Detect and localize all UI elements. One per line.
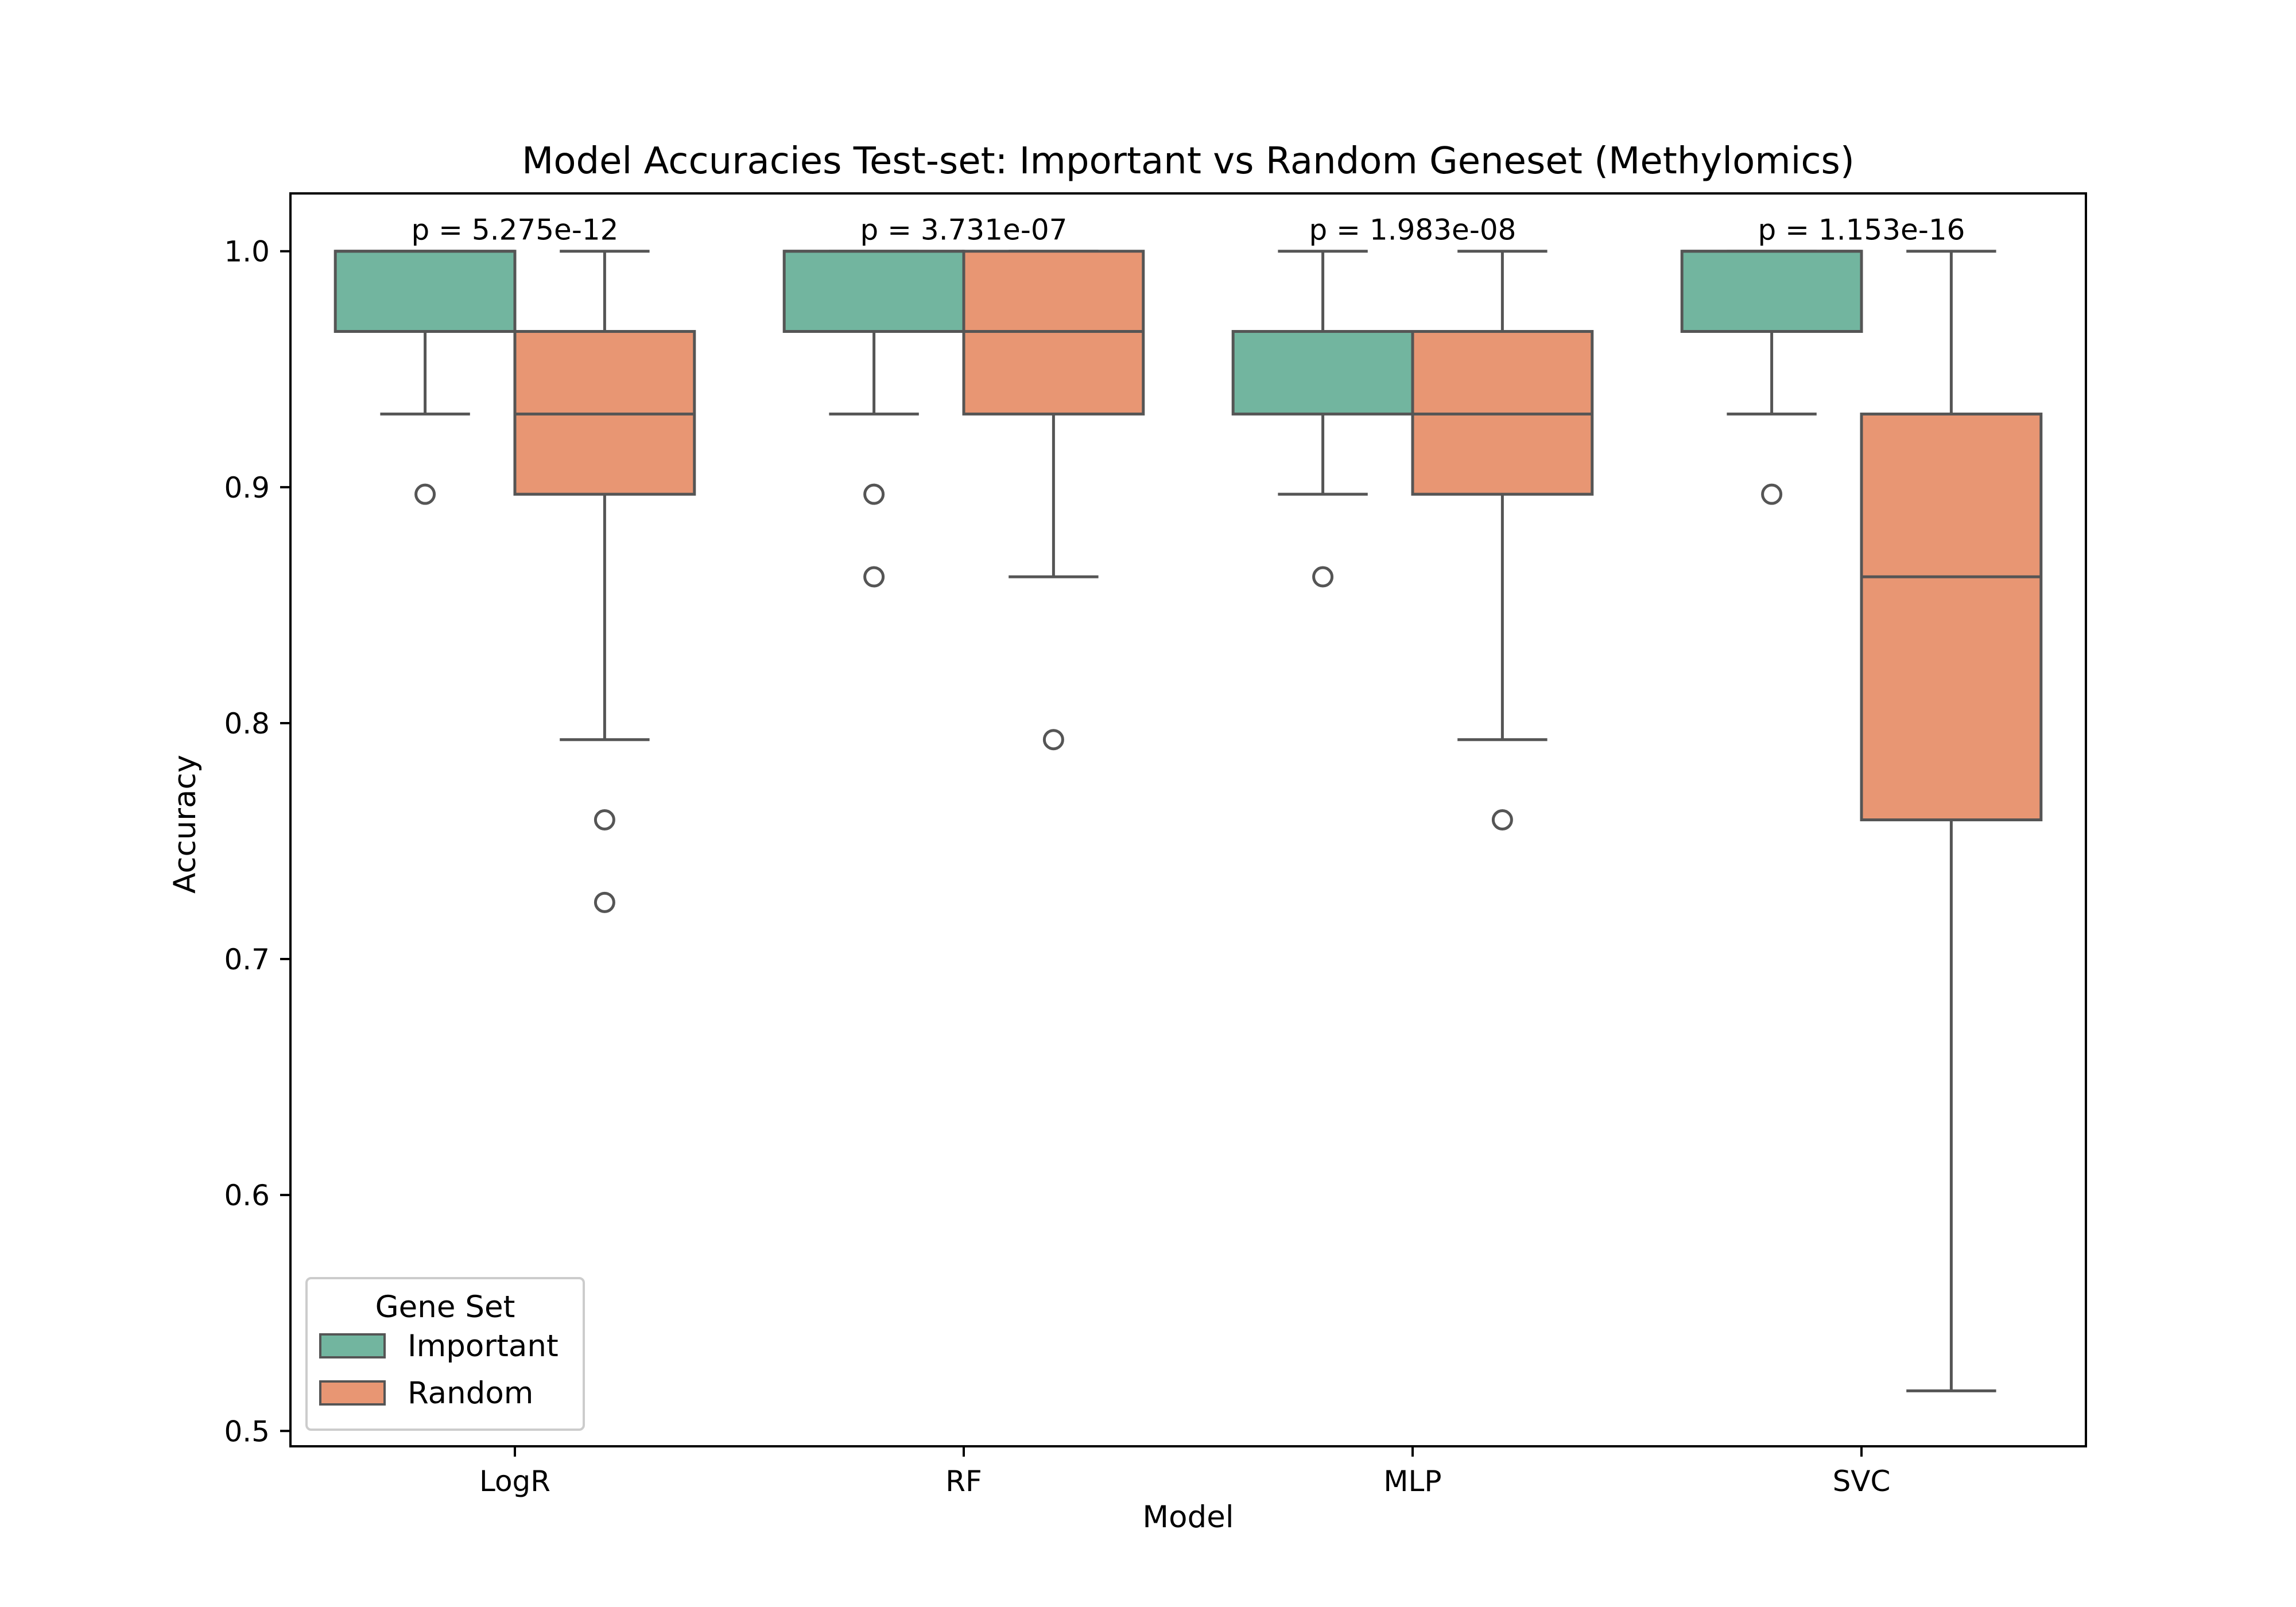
legend: Gene Set Important Random — [305, 1277, 585, 1431]
plot-frame — [289, 192, 2087, 1447]
plot-area: p = 5.275e-12 p = 3.731e-07 p = 1.983e-08 p… — [224, 192, 2087, 1498]
legend-swatch-random — [319, 1380, 386, 1406]
y-tick-label: 1.0 — [224, 235, 270, 269]
y-axis-label: Accuracy — [168, 755, 203, 894]
box-important-mlp — [1231, 330, 1414, 416]
p-value-annotation: p = 1.153e-16 — [1758, 214, 1965, 247]
outlier-important-svc-0 — [1761, 483, 1783, 505]
legend-swatch-important — [319, 1333, 386, 1358]
p-value-annotation: p = 1.983e-08 — [1309, 214, 1517, 247]
x-tick-label: LogR — [479, 1465, 550, 1498]
y-tick-label: 0.6 — [224, 1179, 270, 1212]
y-tick-label: 0.5 — [224, 1415, 270, 1448]
legend-label-important: Important — [408, 1329, 559, 1364]
y-tick-label: 0.7 — [224, 943, 270, 976]
y-tick-label: 0.8 — [224, 707, 270, 740]
box-important-logr — [333, 250, 517, 333]
legend-title: Gene Set — [375, 1290, 515, 1325]
chart-title: Model Accuracies Test-set: Important vs … — [522, 140, 1855, 183]
outlier-important-mlp-0 — [1312, 566, 1334, 588]
outlier-important-rf-1 — [863, 566, 885, 588]
outlier-random-mlp-0 — [1491, 809, 1513, 830]
box-important-svc — [1680, 250, 1863, 333]
outlier-important-rf-0 — [863, 483, 885, 505]
x-tick-label: RF — [945, 1465, 982, 1498]
box-important-rf — [782, 250, 965, 333]
outlier-random-logr-0 — [594, 809, 615, 830]
outlier-important-logr-0 — [414, 483, 436, 505]
outlier-random-rf-0 — [1042, 729, 1064, 751]
legend-label-random: Random — [408, 1376, 533, 1411]
outlier-random-logr-1 — [594, 891, 615, 913]
x-axis-label: Model — [1142, 1500, 1234, 1535]
box-random-svc — [1860, 412, 2043, 821]
x-tick-label: MLP — [1383, 1465, 1441, 1498]
p-value-annotation: p = 3.731e-07 — [860, 214, 1068, 247]
x-tick-label: SVC — [1833, 1465, 1891, 1498]
p-value-annotation: p = 5.275e-12 — [412, 214, 619, 247]
y-tick-label: 0.9 — [224, 471, 270, 504]
